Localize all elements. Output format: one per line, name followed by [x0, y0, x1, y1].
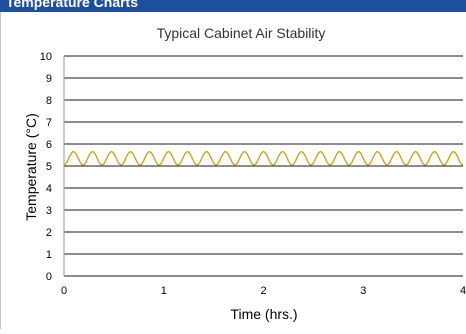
x-tick-label: 2: [260, 285, 266, 297]
gridlines: [64, 55, 463, 277]
header-title: Temperature Charts: [6, 0, 139, 10]
chart-title: Typical Cabinet Air Stability: [157, 25, 326, 41]
header-bar: Temperature Charts: [0, 0, 466, 12]
y-tick-label: 8: [46, 95, 52, 107]
y-tick-label: 0: [46, 271, 52, 283]
y-tick-label: 6: [46, 139, 52, 151]
y-tick-label: 4: [46, 183, 52, 195]
y-tick-label: 10: [40, 51, 52, 63]
series-line: [63, 150, 464, 166]
y-axis-ticks: 0 1 2 3 4 5 6 7 8 9 10: [40, 51, 52, 283]
y-tick-label: 7: [46, 117, 52, 129]
y-tick-label: 1: [46, 249, 52, 261]
x-tick-label: 3: [360, 285, 366, 297]
chart-area: Typical Cabinet Air Stability 0 1 2 3 4 5 6 7 8 9…: [0, 12, 466, 329]
x-tick-label: 4: [460, 285, 466, 297]
x-axis-label: Time (hrs.): [230, 306, 297, 322]
y-tick-label: 9: [46, 73, 52, 85]
x-tick-label: 0: [61, 285, 67, 297]
x-tick-label: 1: [161, 285, 167, 297]
line-chart: Typical Cabinet Air Stability 0 1 2 3 4 5 6 7 8 9…: [23, 25, 466, 322]
y-axis-label: Temperature (°C): [23, 113, 39, 221]
y-tick-label: 3: [46, 205, 52, 217]
y-tick-label: 5: [46, 161, 52, 173]
x-axis-ticks: 0 1 2 3 4: [61, 285, 466, 297]
y-tick-label: 2: [46, 227, 52, 239]
